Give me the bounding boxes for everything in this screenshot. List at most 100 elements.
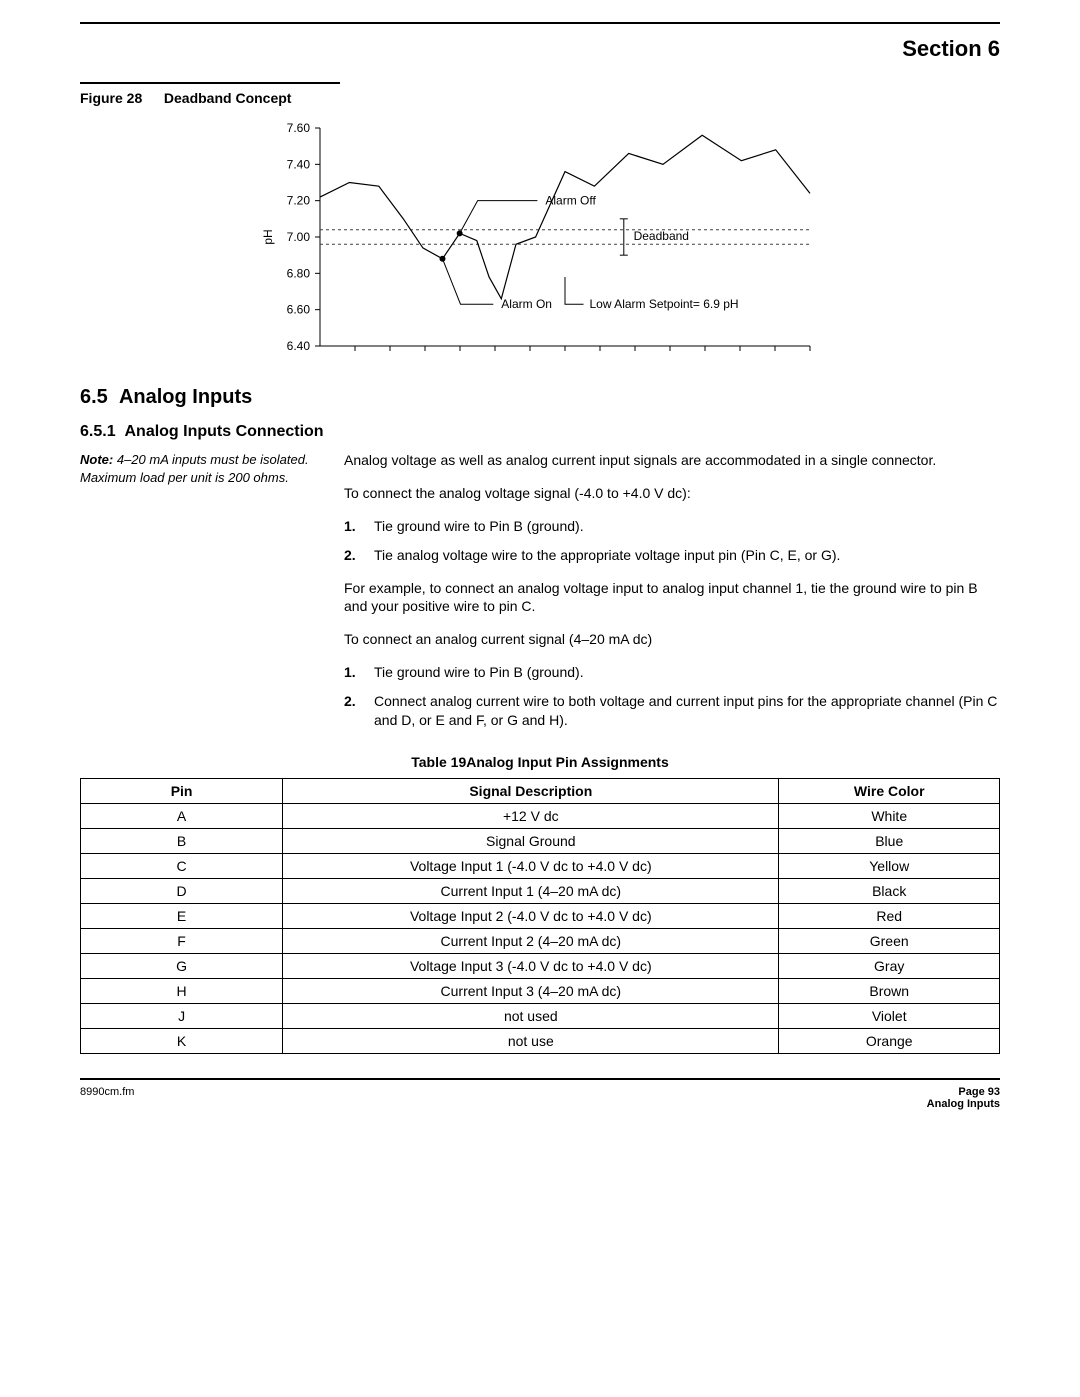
table-cell: Yellow — [779, 853, 1000, 878]
table-cell: Gray — [779, 953, 1000, 978]
table-row: GVoltage Input 3 (-4.0 V dc to +4.0 V dc… — [81, 953, 1000, 978]
para-2: To connect the analog voltage signal (-4… — [344, 484, 1000, 503]
page-footer: 8990cm.fm Page 93 Analog Inputs — [80, 1086, 1000, 1140]
table-header: Wire Color — [779, 778, 1000, 803]
table-cell: Green — [779, 928, 1000, 953]
table-cell: A — [81, 803, 283, 828]
para-3: For example, to connect an analog voltag… — [344, 579, 1000, 617]
table-row: BSignal GroundBlue — [81, 828, 1000, 853]
table-cell: White — [779, 803, 1000, 828]
pin-assignments-table: PinSignal DescriptionWire Color A+12 V d… — [80, 778, 1000, 1054]
svg-text:7.00: 7.00 — [287, 230, 311, 244]
list-number: 1. — [344, 663, 364, 682]
bottom-rule — [80, 1078, 1000, 1080]
list-text: Connect analog current wire to both volt… — [374, 692, 1000, 730]
table-cell: Voltage Input 3 (-4.0 V dc to +4.0 V dc) — [283, 953, 779, 978]
deadband-chart: 7.60 7.40 7.20 7.00 6.80 6.60 6.40 pH Alarm Off A… — [250, 114, 830, 362]
table-cell: D — [81, 878, 283, 903]
table-cell: Orange — [779, 1028, 1000, 1053]
svg-text:6.80: 6.80 — [287, 266, 311, 280]
table-title: Table 19Analog Input Pin Assignments — [80, 754, 1000, 770]
table-row: DCurrent Input 1 (4–20 mA dc)Black — [81, 878, 1000, 903]
table-cell: G — [81, 953, 283, 978]
table-cell: Voltage Input 2 (-4.0 V dc to +4.0 V dc) — [283, 903, 779, 928]
note-text: 4–20 mA inputs must be isolated. Maximum… — [80, 452, 309, 485]
table-cell: E — [81, 903, 283, 928]
top-rule — [80, 22, 1000, 24]
figure-title: Deadband Concept — [164, 90, 292, 106]
svg-text:Alarm On: Alarm On — [501, 297, 552, 311]
table-cell: Red — [779, 903, 1000, 928]
list-number: 1. — [344, 517, 364, 536]
svg-text:6.60: 6.60 — [287, 303, 311, 317]
svg-text:Low Alarm Setpoint= 6.9 pH: Low Alarm Setpoint= 6.9 pH — [590, 297, 739, 311]
table-cell: not used — [283, 1003, 779, 1028]
deadband-chart-container: 7.60 7.40 7.20 7.00 6.80 6.60 6.40 pH Alarm Off A… — [80, 114, 1000, 362]
list-item: 2. Tie analog voltage wire to the appropr… — [344, 546, 1000, 565]
svg-text:7.40: 7.40 — [287, 157, 311, 171]
figure-caption: Figure 28 Deadband Concept — [80, 90, 1000, 106]
table-header: Signal Description — [283, 778, 779, 803]
table-cell: not use — [283, 1028, 779, 1053]
h2-title: Analog Inputs — [119, 386, 252, 408]
table-row: EVoltage Input 2 (-4.0 V dc to +4.0 V dc… — [81, 903, 1000, 928]
table-cell: K — [81, 1028, 283, 1053]
table-header: Pin — [81, 778, 283, 803]
list-text: Tie ground wire to Pin B (ground). — [374, 663, 584, 682]
table-cell: F — [81, 928, 283, 953]
table-cell: Black — [779, 878, 1000, 903]
footer-page: Page 93 — [927, 1086, 1000, 1098]
table-cell: Violet — [779, 1003, 1000, 1028]
side-note: Note: 4–20 mA inputs must be isolated. M… — [80, 451, 320, 744]
list-number: 2. — [344, 692, 364, 730]
svg-text:Alarm Off: Alarm Off — [545, 194, 596, 208]
list-item: 1. Tie ground wire to Pin B (ground). — [344, 517, 1000, 536]
current-steps-list: 1. Tie ground wire to Pin B (ground). 2. Co… — [344, 663, 1000, 730]
table-cell: Current Input 2 (4–20 mA dc) — [283, 928, 779, 953]
figure-label: Figure 28 — [80, 90, 160, 106]
para-4: To connect an analog current signal (4–2… — [344, 630, 1000, 649]
table-cell: Voltage Input 1 (-4.0 V dc to +4.0 V dc) — [283, 853, 779, 878]
h3-num: 6.5.1 — [80, 423, 116, 440]
table-cell: Blue — [779, 828, 1000, 853]
list-text: Tie analog voltage wire to the appropria… — [374, 546, 840, 565]
two-column-block: Note: 4–20 mA inputs must be isolated. M… — [80, 451, 1000, 744]
table-header-row: PinSignal DescriptionWire Color — [81, 778, 1000, 803]
table-cell: Signal Ground — [283, 828, 779, 853]
main-text: Analog voltage as well as analog current… — [344, 451, 1000, 744]
figure-rule — [80, 82, 340, 84]
heading-6-5: 6.5 Analog Inputs — [80, 386, 1000, 409]
heading-6-5-1: 6.5.1 Analog Inputs Connection — [80, 423, 1000, 441]
table-cell: B — [81, 828, 283, 853]
list-text: Tie ground wire to Pin B (ground). — [374, 517, 584, 536]
svg-text:pH: pH — [261, 229, 275, 244]
table-row: FCurrent Input 2 (4–20 mA dc)Green — [81, 928, 1000, 953]
section-header: Section 6 — [80, 36, 1000, 62]
table-cell: Current Input 3 (4–20 mA dc) — [283, 978, 779, 1003]
list-item: 2. Connect analog current wire to both vo… — [344, 692, 1000, 730]
para-1: Analog voltage as well as analog current… — [344, 451, 1000, 470]
footer-section: Analog Inputs — [927, 1098, 1000, 1110]
list-item: 1. Tie ground wire to Pin B (ground). — [344, 663, 1000, 682]
list-number: 2. — [344, 546, 364, 565]
svg-text:6.40: 6.40 — [287, 339, 311, 353]
table-row: Jnot usedViolet — [81, 1003, 1000, 1028]
voltage-steps-list: 1. Tie ground wire to Pin B (ground). 2. Ti… — [344, 517, 1000, 565]
table-body: A+12 V dcWhiteBSignal GroundBlueCVoltage… — [81, 803, 1000, 1053]
h3-title: Analog Inputs Connection — [124, 423, 323, 440]
note-prefix: Note: — [80, 452, 113, 467]
table-row: HCurrent Input 3 (4–20 mA dc)Brown — [81, 978, 1000, 1003]
footer-left: 8990cm.fm — [80, 1086, 134, 1110]
table-row: CVoltage Input 1 (-4.0 V dc to +4.0 V dc… — [81, 853, 1000, 878]
table-row: A+12 V dcWhite — [81, 803, 1000, 828]
h2-num: 6.5 — [80, 386, 108, 408]
table-cell: +12 V dc — [283, 803, 779, 828]
table-cell: H — [81, 978, 283, 1003]
svg-text:7.20: 7.20 — [287, 194, 311, 208]
table-cell: Brown — [779, 978, 1000, 1003]
table-cell: J — [81, 1003, 283, 1028]
table-cell: C — [81, 853, 283, 878]
svg-text:Deadband: Deadband — [634, 229, 689, 243]
svg-text:7.60: 7.60 — [287, 121, 311, 135]
table-cell: Current Input 1 (4–20 mA dc) — [283, 878, 779, 903]
